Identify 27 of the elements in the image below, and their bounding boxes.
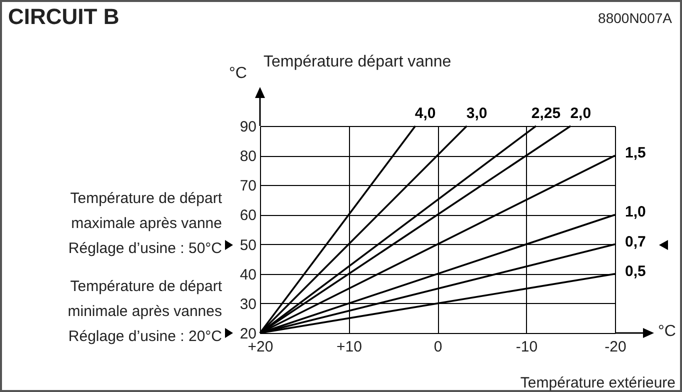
series-label: 2,25 [531, 105, 561, 122]
y-tick-label: 90 [240, 118, 256, 136]
y-tick-label: 70 [240, 178, 256, 195]
x-tick-label: 0 [434, 338, 442, 356]
series-label: 1,0 [625, 204, 646, 221]
legend-label: 0,7 [625, 233, 646, 250]
series-label: 3,0 [466, 105, 488, 122]
y-axis-title: Température départ vanne [264, 54, 452, 70]
x-tick-label: -20 [604, 338, 626, 356]
x-axis-title: Température extérieure [520, 374, 676, 392]
text: °C [229, 65, 247, 83]
text: 8800N007A [598, 10, 672, 26]
series-label: 0,5 [625, 262, 646, 280]
x-tick-label: +10 [336, 338, 362, 356]
text: CIRCUIT B [8, 4, 120, 30]
y-tick-label: 60 [240, 207, 256, 224]
series-label: 1,5 [625, 144, 646, 162]
y-tick-label: 50 [240, 236, 256, 254]
text: Température de départ minimale après vannes Réglage d’usine : 20°C [68, 277, 222, 347]
y-tick-label: 30 [240, 296, 256, 313]
series-label: 4,0 [414, 105, 436, 122]
x-tick-label: -10 [516, 338, 538, 356]
text: °C [658, 323, 676, 341]
text: Température de départ maximale après vanne Réglage d’usine : 50°C [68, 189, 222, 259]
y-tick-label: 80 [240, 148, 256, 166]
series-label: 2,0 [570, 105, 592, 122]
y-tick-label: 40 [240, 266, 256, 284]
